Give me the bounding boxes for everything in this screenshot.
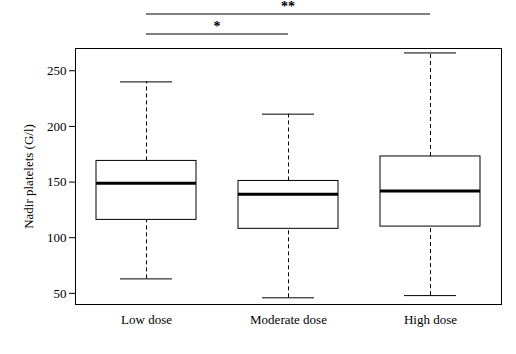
svg-text:Moderate dose: Moderate dose [250,312,327,327]
svg-text:50: 50 [54,286,67,301]
svg-text:High dose: High dose [404,312,457,327]
svg-text:100: 100 [47,230,67,245]
svg-text:200: 200 [47,119,67,134]
svg-text:*: * [214,19,221,34]
svg-text:**: ** [281,0,295,14]
svg-text:Nadir platelets (G/l): Nadir platelets (G/l) [21,124,36,229]
svg-text:150: 150 [47,174,67,189]
svg-text:Low dose: Low dose [121,312,172,327]
svg-text:250: 250 [47,63,67,78]
